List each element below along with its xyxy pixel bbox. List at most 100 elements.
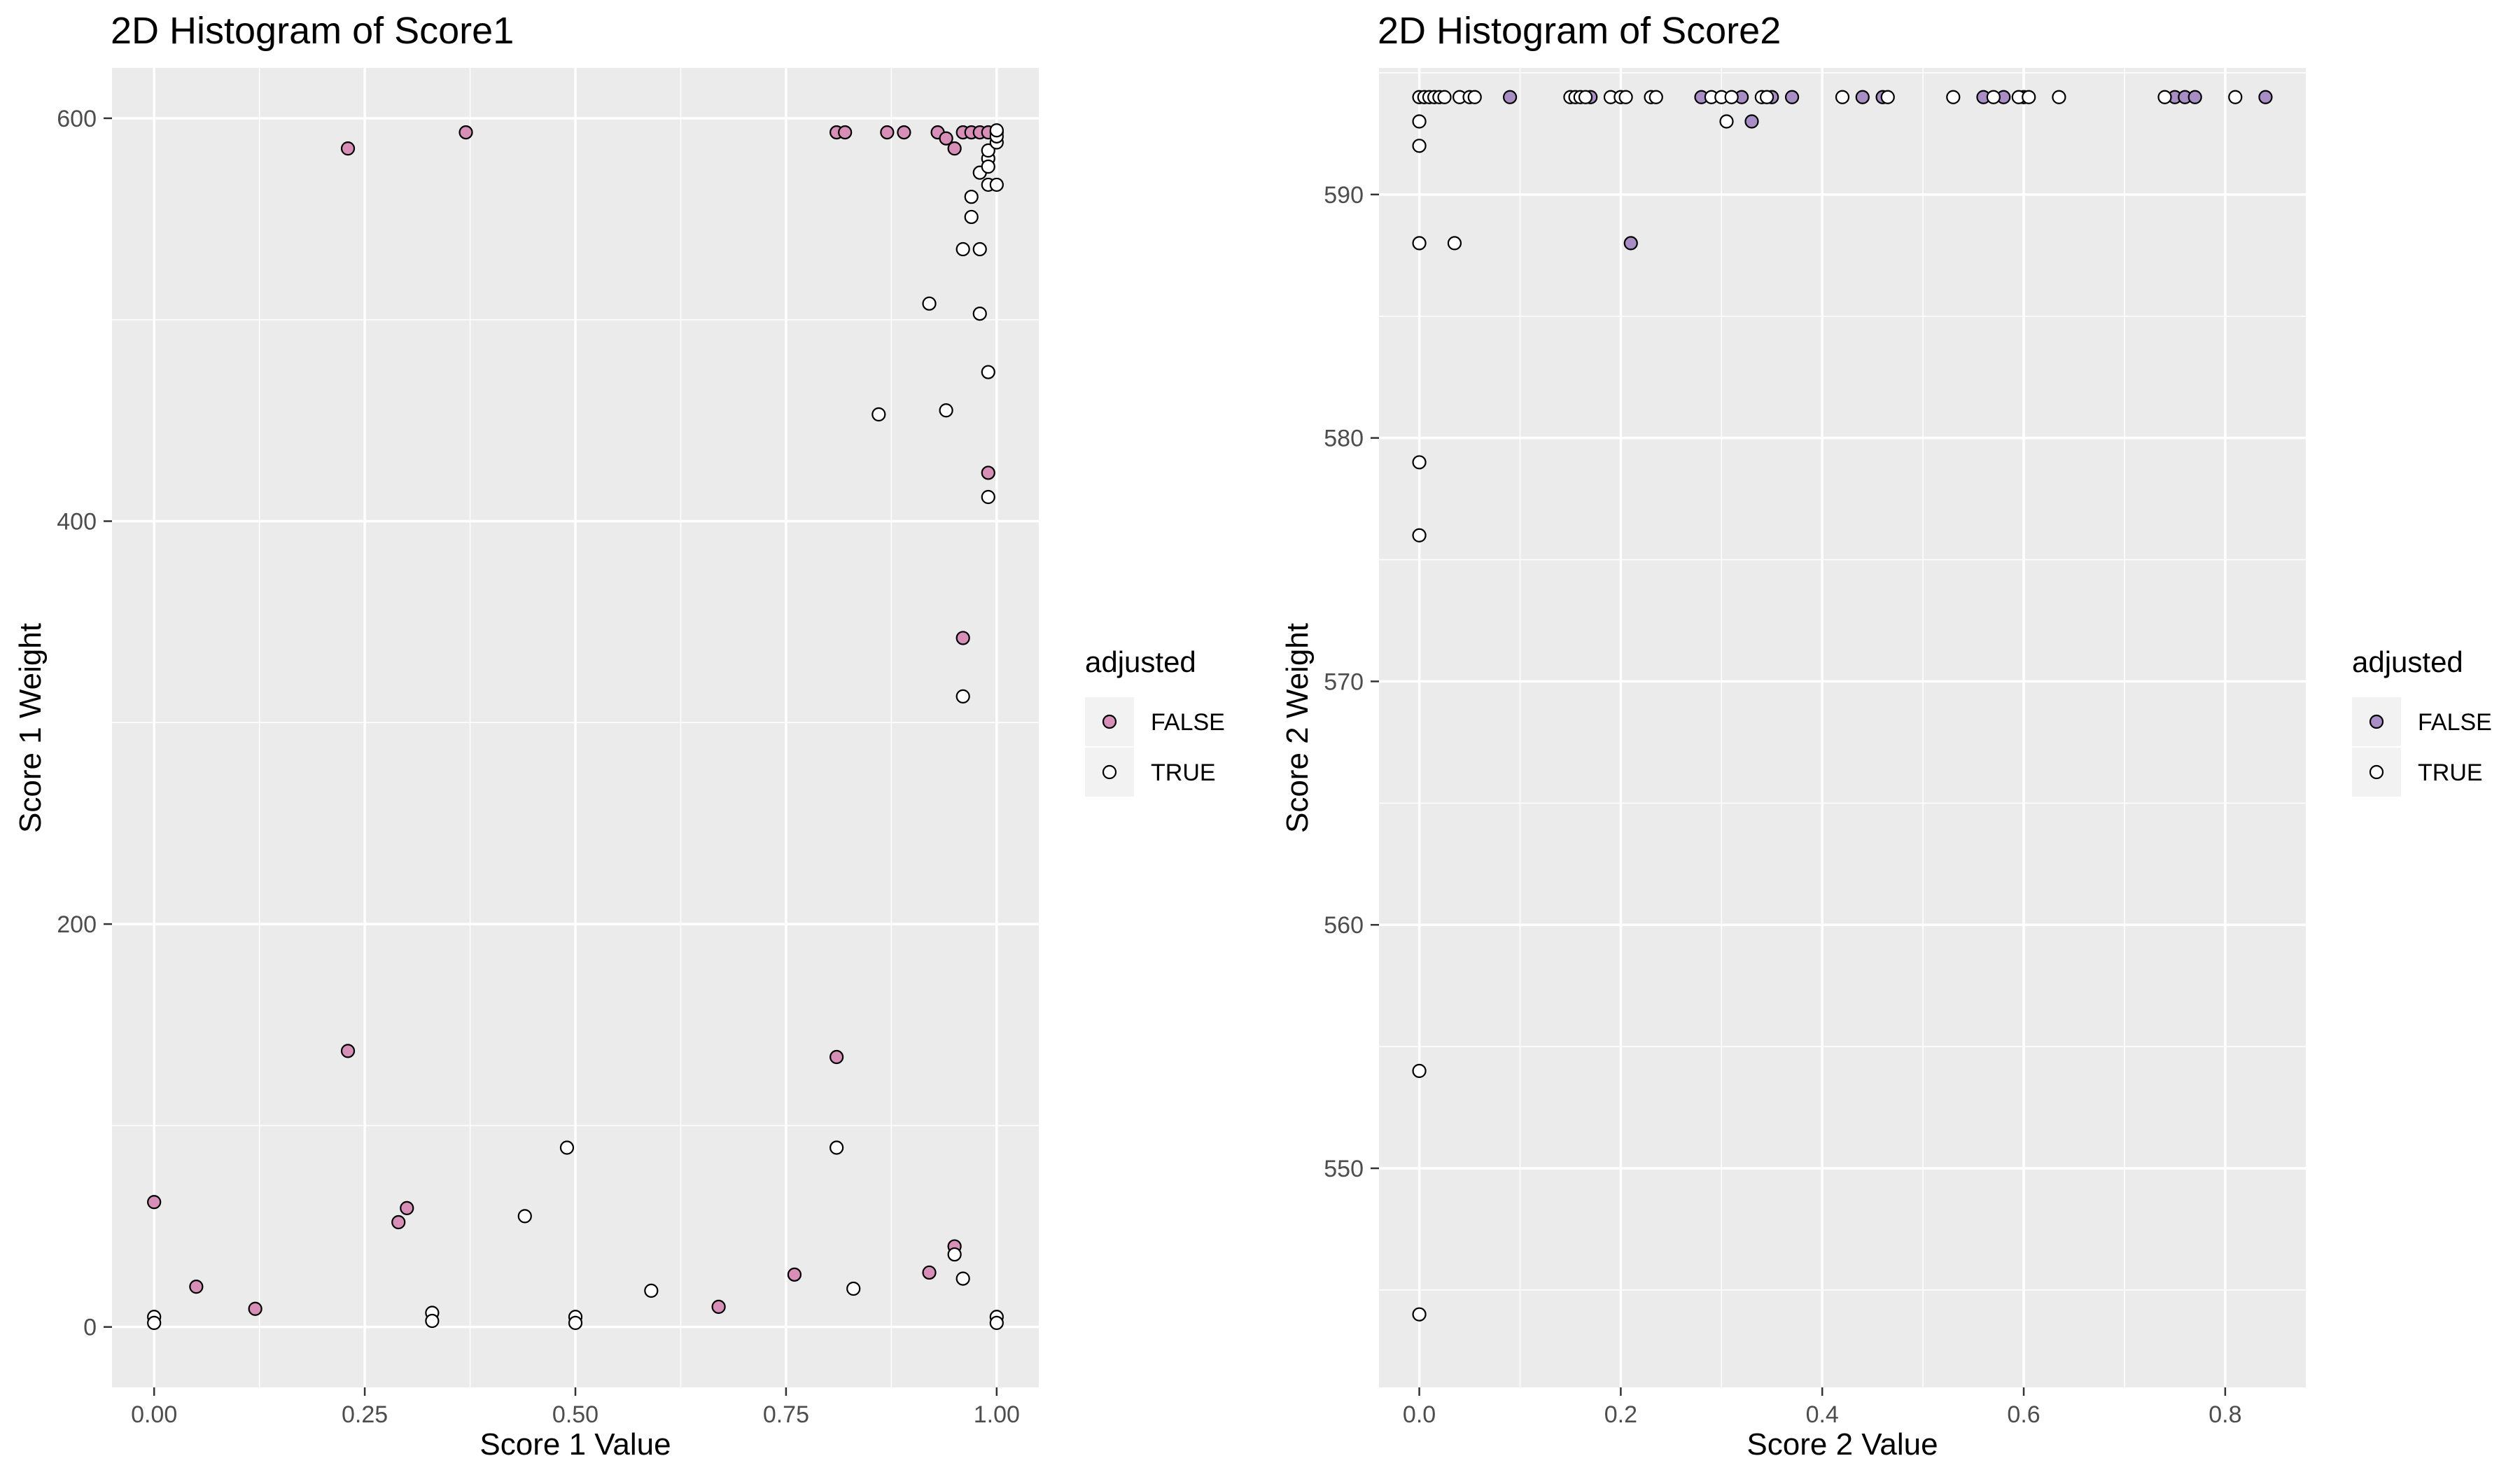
data-point-true xyxy=(964,190,979,204)
x-tick-label: 0.4 xyxy=(1806,1401,1839,1428)
data-point-true xyxy=(517,1209,532,1224)
data-point-false xyxy=(391,1214,406,1230)
data-point-false xyxy=(955,631,970,645)
legend: adjusted FALSE TRUE xyxy=(2352,645,2492,797)
plot-background xyxy=(1379,68,2306,1387)
y-tick-label: 200 xyxy=(57,911,97,938)
data-point-true xyxy=(981,159,995,174)
legend-key-true xyxy=(1102,764,1117,780)
data-point-true xyxy=(989,123,1004,138)
data-point-true xyxy=(1759,90,1774,104)
data-point-false xyxy=(1744,114,1759,129)
data-point-true xyxy=(2052,90,2066,104)
data-point-false xyxy=(711,1299,726,1314)
y-tick-label: 590 xyxy=(1324,182,1364,209)
data-point-true xyxy=(955,241,970,257)
legend: adjusted FALSE TRUE xyxy=(1085,645,1225,797)
data-point-false xyxy=(981,465,995,480)
data-point-false xyxy=(340,1044,356,1058)
data-point-true xyxy=(989,1315,1004,1331)
y-axis-title: Score 1 Weight xyxy=(13,623,48,833)
data-point-false xyxy=(2258,90,2273,104)
y-axis-title: Score 2 Weight xyxy=(1280,623,1315,833)
data-point-true xyxy=(955,689,970,704)
data-point-true xyxy=(1412,1063,1427,1078)
data-point-true xyxy=(989,177,1004,192)
data-point-true xyxy=(1467,90,1482,104)
data-point-false xyxy=(939,131,953,146)
y-tick-label: 570 xyxy=(1324,668,1364,695)
data-point-false xyxy=(897,125,911,140)
data-point-true xyxy=(981,489,995,505)
data-point-true xyxy=(1412,455,1427,470)
data-point-true xyxy=(872,407,886,422)
data-point-true xyxy=(846,1281,861,1296)
data-point-false xyxy=(830,1049,844,1065)
chart-panel-1: 0.00 0.25 0.50 0.75 1.00 0 200 400 600 2D Histogr… xyxy=(13,10,1225,1462)
data-point-true xyxy=(1835,90,1850,104)
data-point-true xyxy=(972,241,987,257)
data-point-true xyxy=(1724,90,1739,104)
x-tick-label: 1.00 xyxy=(974,1401,1020,1428)
y-tick-label: 600 xyxy=(57,106,97,132)
x-tick-label: 0.0 xyxy=(1403,1401,1436,1428)
data-point-false xyxy=(880,125,895,140)
x-tick-label: 0.00 xyxy=(131,1401,177,1428)
data-point-true xyxy=(1437,90,1452,104)
y-tick-label: 550 xyxy=(1324,1156,1364,1182)
data-point-true xyxy=(972,306,987,321)
data-point-false xyxy=(189,1280,204,1294)
scatter-points xyxy=(1412,90,2273,1322)
data-point-false xyxy=(248,1301,262,1316)
data-point-true xyxy=(559,1140,575,1155)
x-axis-title: Score 2 Value xyxy=(1746,1427,1938,1462)
x-tick-label: 0.2 xyxy=(1604,1401,1637,1428)
data-point-true xyxy=(1719,114,1734,129)
data-point-false xyxy=(458,125,473,140)
legend-key-false xyxy=(1102,714,1117,729)
legend-key-true xyxy=(2369,764,2384,780)
data-point-true xyxy=(2157,90,2172,104)
legend-label-false: FALSE xyxy=(1151,709,1225,736)
x-tick-label: 0.6 xyxy=(2007,1401,2040,1428)
y-tick-label: 560 xyxy=(1324,912,1364,939)
legend-title: adjusted xyxy=(1085,645,1196,678)
legend-label-false: FALSE xyxy=(2418,709,2492,736)
data-point-true xyxy=(1412,236,1427,251)
data-point-true xyxy=(981,365,995,379)
legend-label-true: TRUE xyxy=(1151,760,1216,786)
data-point-true xyxy=(1412,528,1427,542)
data-point-true xyxy=(1880,90,1895,104)
data-point-true xyxy=(1412,1307,1427,1322)
data-point-false xyxy=(947,141,962,156)
data-point-true xyxy=(1946,90,1961,104)
x-tick-label: 0.25 xyxy=(342,1401,388,1428)
legend-key-false xyxy=(2369,714,2384,729)
data-point-false xyxy=(147,1195,162,1210)
data-point-false xyxy=(1623,236,1638,251)
data-point-false xyxy=(340,141,356,156)
data-point-true xyxy=(425,1313,440,1329)
data-point-false xyxy=(838,125,853,140)
data-point-false xyxy=(400,1200,414,1215)
legend-label-true: TRUE xyxy=(2418,760,2483,786)
data-point-true xyxy=(981,143,995,158)
data-point-true xyxy=(2228,90,2243,104)
chart-panel-2: 0.0 0.2 0.4 0.6 0.8 550 560 570 580 590 2D Histogr… xyxy=(1280,10,2492,1462)
data-point-true xyxy=(644,1283,659,1298)
data-point-true xyxy=(1447,236,1462,251)
data-point-false xyxy=(922,1265,937,1280)
data-point-true xyxy=(922,296,937,311)
data-point-true xyxy=(1648,90,1663,104)
x-axis-title: Score 1 Value xyxy=(479,1427,671,1462)
data-point-true xyxy=(964,209,979,225)
data-point-true xyxy=(947,1247,962,1262)
data-point-true xyxy=(1412,114,1427,129)
data-point-true xyxy=(1578,90,1593,104)
y-tick-label: 400 xyxy=(57,509,97,536)
data-point-false xyxy=(1784,90,1800,104)
y-tick-label: 580 xyxy=(1324,426,1364,452)
y-tick-label: 0 xyxy=(83,1315,97,1341)
